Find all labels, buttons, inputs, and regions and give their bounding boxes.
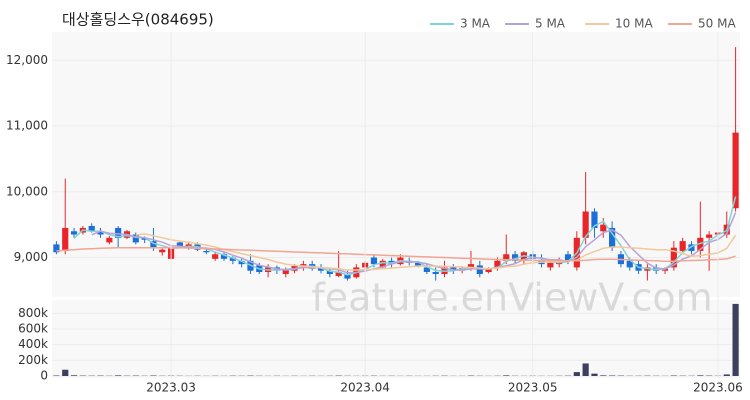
candle-body (494, 260, 501, 268)
volume-bar (62, 369, 69, 376)
volume-bar (591, 373, 598, 376)
candle-body (591, 211, 598, 228)
x-tick-label: 2023.04 (340, 381, 390, 395)
candle-body (511, 254, 519, 261)
candle-body (379, 260, 386, 268)
ma-line (56, 246, 736, 262)
x-tick-label: 2023.06 (693, 381, 743, 395)
candle-body (697, 237, 704, 251)
candle-body (159, 249, 166, 253)
candle-body (132, 234, 139, 243)
volume-bar (573, 372, 580, 376)
y-tick-label: 200k (18, 353, 48, 367)
candle-body (176, 242, 183, 247)
candle-body (688, 244, 695, 251)
candle-body (88, 225, 95, 232)
watermark: feature.enViewV.com (311, 276, 712, 320)
volume-bar (503, 375, 510, 376)
candle-body (414, 262, 422, 266)
volume-bar (600, 375, 607, 376)
candle-body (53, 244, 60, 253)
candle-body (370, 257, 378, 265)
ma-line (135, 233, 737, 271)
candle-body (229, 257, 236, 261)
candle-body (626, 260, 633, 268)
candle-body (582, 211, 589, 238)
volume-bar (70, 375, 78, 376)
candle-body (62, 227, 69, 251)
candle-body (600, 224, 607, 232)
y-tick-label: 0 (40, 369, 48, 383)
y-tick-label: 9,000 (14, 250, 48, 264)
candle-body (220, 254, 228, 259)
candle-body (450, 267, 457, 271)
candle-body (706, 234, 713, 238)
chart-title: 대상홀딩스우(084695) (62, 11, 214, 29)
candle-body (326, 270, 333, 274)
plot: 9,000 10,000 11,000 12,000 3 MA 5 MA 10 MA 50 M… (6, 17, 743, 395)
candle-body (670, 247, 677, 268)
x-tick-label: 2023.05 (508, 381, 558, 395)
candle-body (732, 132, 739, 209)
legend-label: 50 MA (698, 17, 736, 31)
x-tick-label: 2023.03 (146, 381, 196, 395)
volume-bar (723, 374, 730, 376)
candle-body (679, 241, 686, 251)
candle-body (70, 231, 78, 235)
legend-label: 10 MA (615, 17, 653, 31)
candle-body (238, 260, 245, 265)
candle-body (432, 272, 439, 274)
candle-body (97, 231, 104, 235)
y-tick-label: 12,000 (6, 53, 48, 67)
candle-body (467, 264, 475, 268)
y-tick-label: 11,000 (6, 119, 48, 133)
legend-label: 5 MA (535, 17, 566, 31)
y-tick-label: 400k (18, 337, 48, 351)
candle-body (423, 267, 430, 273)
candle-body (141, 237, 148, 240)
volume-bar (697, 375, 704, 376)
candle-body (485, 268, 492, 273)
candle-body (564, 254, 572, 261)
candle-body (282, 269, 289, 274)
candle-body (317, 267, 325, 271)
y-tick-label: 800k (18, 306, 48, 320)
candle-body (150, 241, 157, 248)
candle-body (300, 264, 307, 266)
volume-bar (582, 363, 589, 376)
candle-body (476, 265, 483, 274)
y-tick-label: 600k (18, 321, 48, 335)
candle-body (547, 262, 554, 268)
candle-body (335, 272, 342, 276)
candle-body (609, 227, 616, 248)
candle-body (503, 254, 510, 261)
volume-bar (732, 303, 739, 376)
legend-label: 3 MA (460, 17, 491, 31)
candle-body (115, 227, 122, 238)
volume-bar (115, 375, 122, 376)
candle-body (344, 273, 351, 279)
y-tick-label: 10,000 (6, 184, 48, 198)
candle-body (106, 237, 113, 243)
candle-body (203, 250, 210, 253)
candle-body (212, 254, 219, 259)
